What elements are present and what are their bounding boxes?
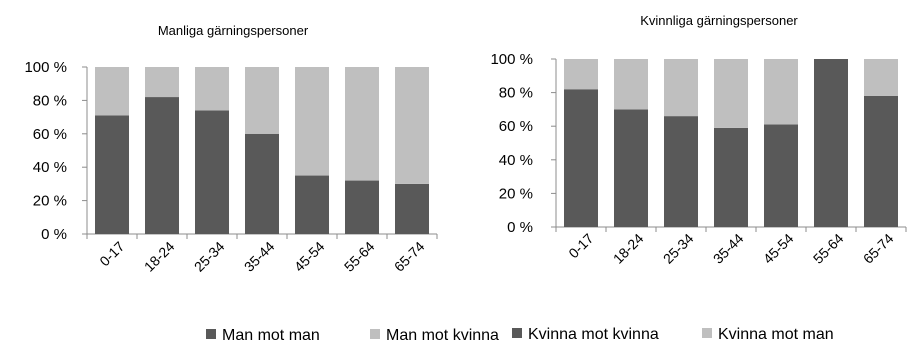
x-tick-label: 45-54 [291,238,328,275]
bar-secondary-35-44 [245,67,279,134]
y-tick-label: 40 % [499,152,533,169]
legend-label: Man mot man [222,327,320,344]
legend-swatch [370,329,380,339]
legend-label: Kvinna mot man [718,326,834,343]
bar-primary-35-44 [714,127,748,227]
y-tick-label: 80 % [499,85,533,102]
y-tick-label: 80 % [33,92,67,109]
bar-secondary-35-44 [714,59,748,128]
chart-title: Manliga gärningspersoner [158,23,309,38]
x-tick-label: 65-74 [860,230,897,267]
x-tick-label: 55-64 [810,230,847,267]
y-tick-label: 0 % [41,226,67,243]
y-tick-label: 60 % [33,126,67,143]
x-tick-label: 35-44 [710,230,747,267]
legend-label: Kvinna mot kvinna [528,326,659,343]
y-tick-label: 100 % [24,59,67,76]
bar-secondary-0-17 [95,67,129,116]
x-tick-label: 18-24 [610,230,647,267]
bar-secondary-25-34 [195,67,229,111]
x-tick-label: 35-44 [241,238,278,275]
bar-primary-65-74 [395,183,429,234]
chart-male: Manliga gärningspersoner 0 % 20 % 40 % 60 % 8… [24,23,499,344]
bar-primary-45-54 [295,175,329,234]
chart-title: Kvinnliga gärningspersoner [640,13,798,28]
x-tick-label: 25-34 [191,238,228,275]
legend-label: Man mot kvinna [386,327,499,344]
bar-secondary-18-24 [614,59,648,110]
legend-swatch [206,329,216,339]
bar-primary-18-24 [614,109,648,227]
bar-secondary-25-34 [664,59,698,117]
y-tick-label: 60 % [499,118,533,135]
legend-swatch [512,328,522,338]
y-tick-label: 100 % [490,51,533,68]
x-tick-label: 65-74 [391,238,428,275]
bar-primary-35-44 [245,133,279,234]
bar-secondary-55-64 [345,67,379,181]
bar-primary-45-54 [764,124,798,227]
bar-secondary-45-54 [764,59,798,125]
bar-secondary-45-54 [295,67,329,176]
legend-swatch [702,328,712,338]
bar-primary-0-17 [95,115,129,234]
chart-female: Kvinnliga gärningspersoner 0 % 20 % 40 % 60 … [490,13,907,343]
x-tick-label: 18-24 [141,238,178,275]
x-tick-label: 0-17 [565,230,596,261]
x-tick-label: 25-34 [660,230,697,267]
bar-primary-55-64 [345,180,379,234]
y-tick-label: 20 % [33,193,67,210]
bar-primary-65-74 [864,95,898,228]
bar-primary-25-34 [195,110,229,234]
bar-secondary-18-24 [145,67,179,98]
bar-secondary-65-74 [864,59,898,96]
y-tick-label: 40 % [33,159,67,176]
bar-secondary-65-74 [395,67,429,184]
bar-primary-25-34 [664,116,698,227]
bar-secondary-0-17 [564,59,598,90]
y-tick-label: 20 % [499,185,533,202]
x-tick-label: 0-17 [96,238,127,269]
bar-primary-0-17 [564,89,598,228]
x-tick-label: 55-64 [341,238,378,275]
bar-primary-55-64 [814,59,848,227]
x-tick-label: 45-54 [760,230,797,267]
y-tick-label: 0 % [507,219,533,236]
bar-primary-18-24 [145,97,179,234]
